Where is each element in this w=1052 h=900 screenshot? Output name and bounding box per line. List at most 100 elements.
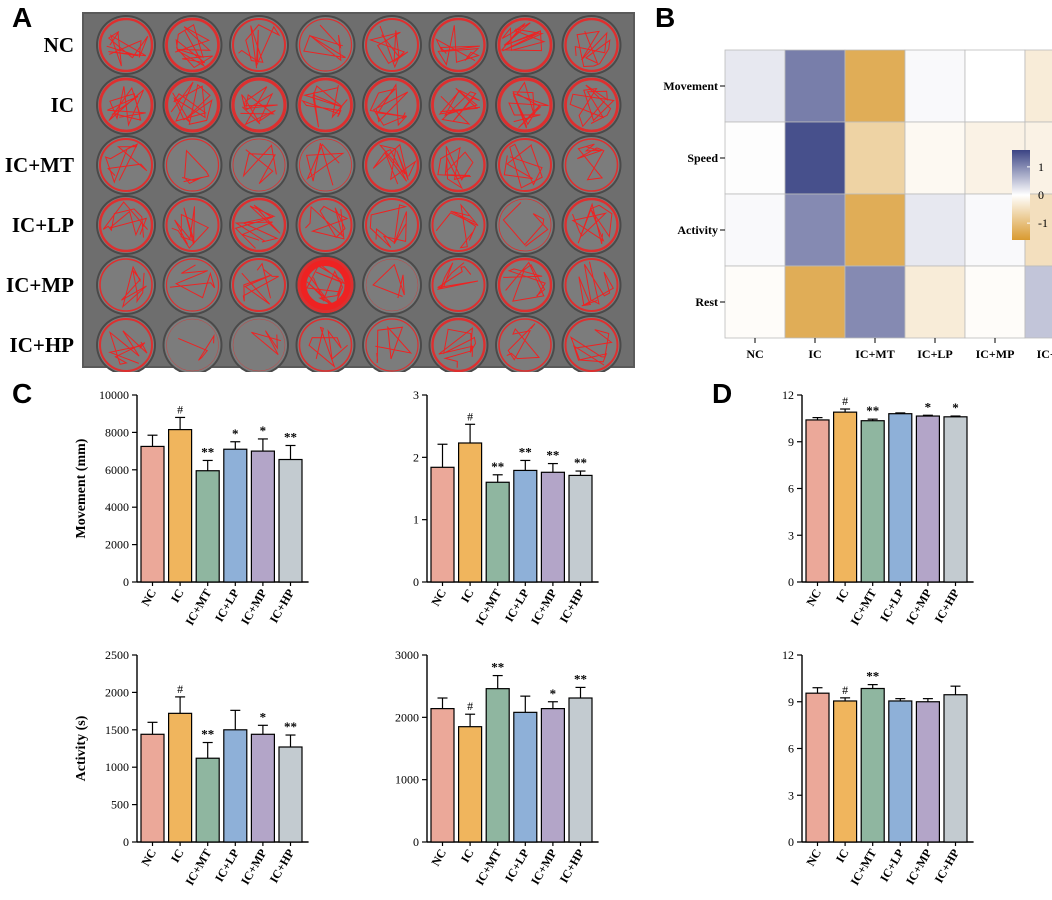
y-tick-label: 1000 <box>105 760 129 774</box>
well <box>364 17 420 73</box>
x-tick-label: IC+LP <box>502 587 532 625</box>
bar-ic-mp <box>540 708 565 843</box>
well <box>98 197 154 253</box>
trajectory <box>578 261 614 307</box>
heatmap-cell <box>784 265 846 339</box>
significance-label: ** <box>201 444 214 459</box>
heatmap-cell <box>1024 49 1052 123</box>
panel-label-d: D <box>712 378 733 409</box>
well <box>231 317 287 372</box>
significance-label: * <box>232 426 239 441</box>
edge-track <box>165 198 220 252</box>
bar-ic <box>832 411 858 583</box>
well <box>497 77 553 133</box>
edge-track <box>431 137 486 193</box>
x-tick-label: IC+MT <box>472 847 504 888</box>
trajectory <box>372 263 405 299</box>
bar-ic-mt <box>860 687 885 843</box>
bar-ic-hp <box>278 458 303 583</box>
bar-ic <box>457 726 483 843</box>
edge-track <box>564 138 619 192</box>
edge-track <box>498 198 552 252</box>
x-tick-label: IC+MP <box>903 587 935 628</box>
bar-ic-mp <box>915 701 940 843</box>
bar-ic-lp <box>888 413 913 583</box>
edge-track <box>365 318 419 372</box>
bar-ic-mt <box>860 420 885 583</box>
edge-track <box>298 18 353 72</box>
trajectory <box>574 30 611 68</box>
dense-track <box>300 260 351 310</box>
x-tick-label: IC+LP <box>877 587 907 625</box>
edge-track <box>564 258 619 312</box>
trajectory <box>508 81 549 129</box>
y-tick-label: 1000 <box>395 773 419 787</box>
gaba-bar-chart: 036912GABA content(μmol/L)NC#IC**IC+MTIC… <box>782 648 974 888</box>
heatmap-cell <box>964 49 1026 123</box>
edge-track <box>231 197 287 253</box>
heatmap-row-label: Activity <box>677 223 718 237</box>
well <box>164 137 221 193</box>
trajectory <box>104 143 148 184</box>
trajectory <box>121 265 147 309</box>
well-row-label-5: IC+HP <box>10 333 75 357</box>
trajectory <box>502 202 549 247</box>
trajectory <box>102 201 148 238</box>
well <box>563 197 620 253</box>
x-tick-label: IC+HP <box>267 587 298 626</box>
edge-track <box>165 258 220 312</box>
heatmap-cell <box>724 49 786 123</box>
bar-ic <box>832 700 858 843</box>
significance-label: ** <box>519 444 532 459</box>
y-axis-label: Movement (mm) <box>74 438 89 538</box>
x-tick-label: IC+HP <box>267 847 298 886</box>
well <box>231 17 287 73</box>
edge-track <box>164 77 221 133</box>
edge-track <box>497 257 553 313</box>
activity-bar-chart: 0 500 1000 1500 2000 2500 Activity (s) NC # IC ** I… <box>74 648 309 888</box>
trajectory <box>500 22 546 52</box>
significance-label: ** <box>491 459 504 474</box>
x-tick-label: NC <box>803 847 824 869</box>
edge-track <box>365 198 419 252</box>
heatmap-row-label: Movement <box>663 79 718 93</box>
x-tick-label: IC+MT <box>182 847 214 888</box>
edge-track <box>232 258 286 312</box>
edge-track <box>498 318 552 372</box>
well <box>98 137 154 193</box>
trajectory <box>369 204 408 248</box>
heatmap-col-label: IC+HP <box>1037 347 1052 361</box>
bar-nc <box>805 419 830 583</box>
y-tick-label: 2000 <box>105 685 129 699</box>
significance-label: ** <box>866 403 879 418</box>
trajectory <box>234 204 281 249</box>
well-row-label-0: NC <box>44 33 74 57</box>
well <box>164 197 221 253</box>
heatmap-row-label: Speed <box>687 151 718 165</box>
trajectory <box>306 263 345 308</box>
significance-label: ** <box>284 719 297 734</box>
edge-track <box>564 17 619 73</box>
bar-ic-hp <box>943 694 968 843</box>
x-tick-label: IC+MP <box>528 587 560 628</box>
significance-label: ** <box>866 669 879 684</box>
edge-track <box>431 198 486 252</box>
x-tick-label: IC+MP <box>238 847 270 888</box>
y-tick-label: 1500 <box>105 723 129 737</box>
y-tick-label: 6000 <box>105 463 129 477</box>
trajectory <box>506 323 541 361</box>
edge-track <box>364 77 420 133</box>
trajectory <box>178 333 215 361</box>
x-tick-label: IC+MT <box>472 587 504 628</box>
trajectory <box>571 202 613 245</box>
x-tick-label: IC+LP <box>877 847 907 885</box>
well <box>231 257 287 313</box>
edge-track <box>297 257 354 313</box>
edge-track <box>232 138 286 192</box>
trajectory <box>308 326 348 368</box>
bar-ic-lp <box>223 729 248 843</box>
y-tick-label: 10000 <box>99 388 129 402</box>
x-tick-label: NC <box>138 587 159 609</box>
well <box>497 317 553 372</box>
well-row-label-1: IC <box>51 93 74 117</box>
